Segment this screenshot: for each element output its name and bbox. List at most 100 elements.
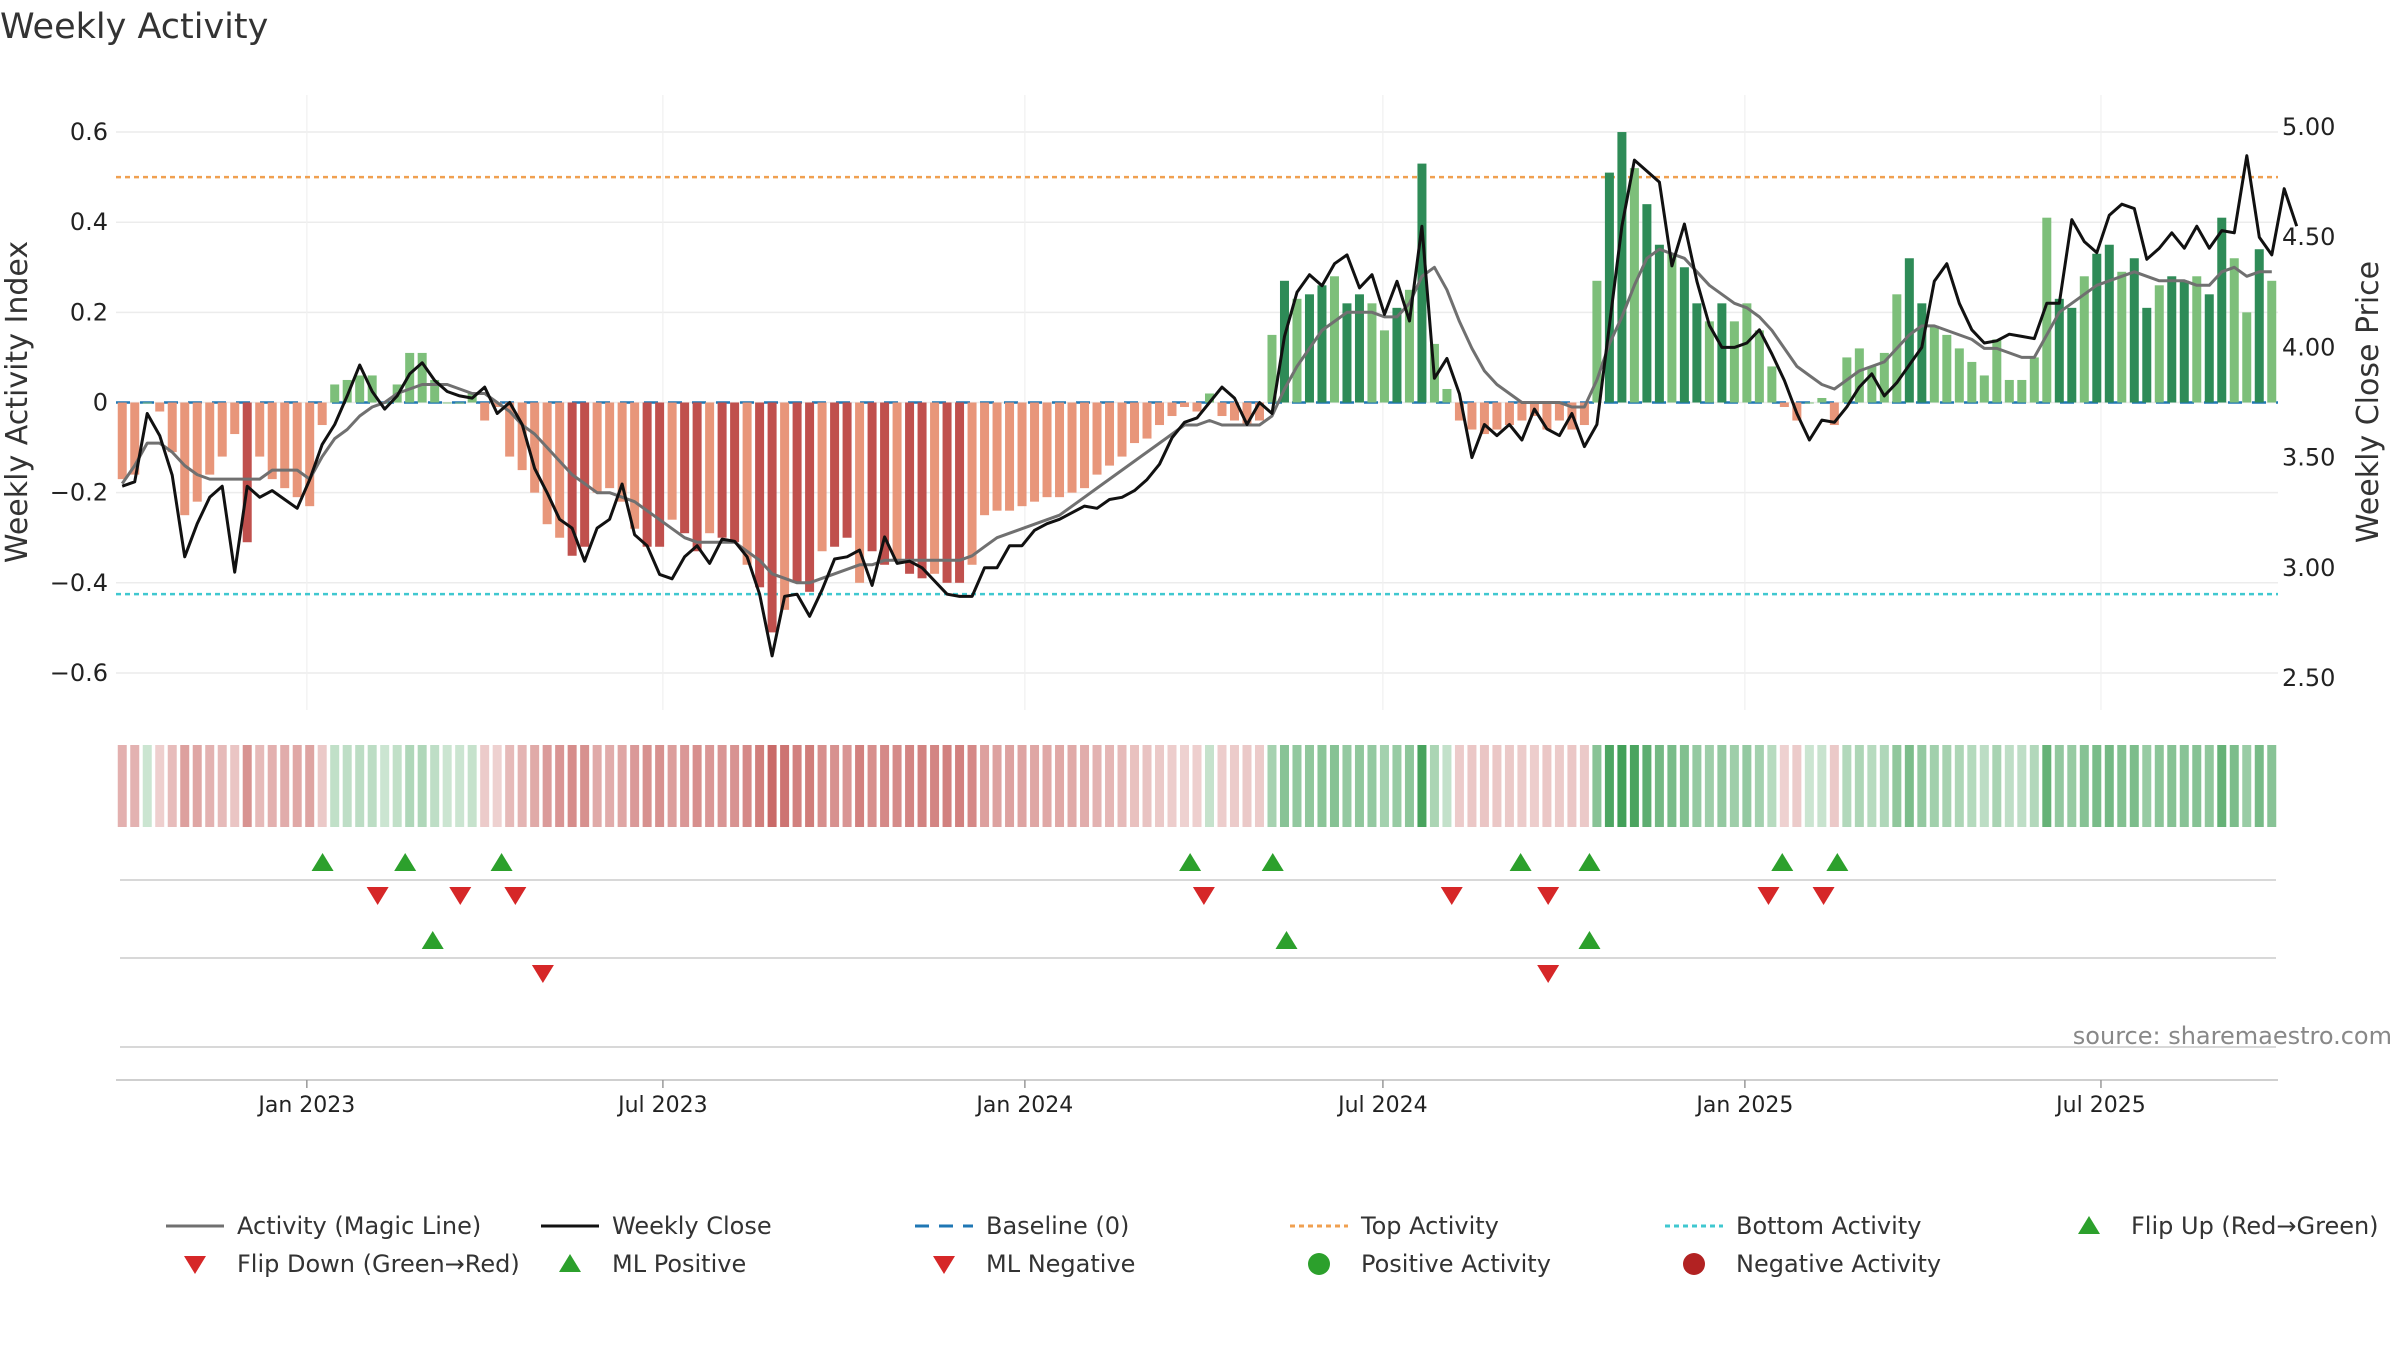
activity-bar [1592, 280, 1602, 403]
heat-cell [530, 745, 540, 827]
heat-cell [517, 745, 527, 827]
activity-bar [2029, 357, 2039, 403]
activity-bar [1692, 303, 1702, 403]
activity-bar [955, 402, 965, 583]
activity-bar [1267, 334, 1277, 403]
activity-bar [492, 402, 502, 408]
activity-bar [655, 402, 665, 547]
heat-cell [1454, 745, 1464, 827]
activity-bar [1105, 402, 1115, 466]
flip-down-marker [1812, 887, 1835, 905]
heat-cell [955, 745, 965, 827]
flip-down-marker [1537, 887, 1560, 905]
heat-cell [2204, 745, 2214, 827]
activity-bar [805, 402, 815, 592]
activity-bar [1904, 258, 1914, 403]
heat-cell [642, 745, 652, 827]
activity-bar [2092, 253, 2102, 403]
heat-cell [2067, 745, 2077, 827]
activity-bar [2217, 217, 2227, 403]
heat-cell [1467, 745, 1477, 827]
legend-item: Weekly Close [541, 1212, 772, 1240]
activity-bar [1679, 267, 1689, 403]
heat-cell [2179, 745, 2189, 827]
activity-bar [842, 402, 852, 538]
y2-tick-label: 3.50 [2282, 444, 2335, 472]
activity-bar [1354, 294, 1364, 403]
legend-label: Weekly Close [612, 1212, 772, 1240]
activity-bar [242, 402, 252, 543]
heat-cell [1304, 745, 1314, 827]
heat-cell [1992, 745, 2002, 827]
heat-cell [705, 745, 715, 827]
heat-cell [1654, 745, 1664, 827]
series-lines [120, 154, 2299, 658]
legend-label: Negative Activity [1736, 1250, 1941, 1278]
ml-positive-marker [1578, 931, 1601, 949]
heat-cell [1704, 745, 1714, 827]
heat-cell [1879, 745, 1889, 827]
activity-bar [605, 402, 615, 489]
activity-bar [155, 402, 165, 412]
y-tick-label: −0.6 [50, 659, 108, 687]
flip-down-marker [504, 887, 527, 905]
heat-cell [267, 745, 277, 827]
legend-label: Bottom Activity [1736, 1212, 1921, 1240]
heat-cell [792, 745, 802, 827]
heat-cell [892, 745, 902, 827]
heat-cell [2117, 745, 2127, 827]
x-tick-label: Jul 2023 [616, 1093, 708, 1118]
activity-bar [1742, 303, 1752, 403]
flip-down-marker [1192, 887, 1215, 905]
heat-cell [1392, 745, 1402, 827]
activity-bar [330, 384, 340, 403]
heat-cell [2054, 745, 2064, 827]
heat-cell [905, 745, 915, 827]
activity-bar [405, 352, 415, 403]
heat-cell [1717, 745, 1727, 827]
heat-cell [492, 745, 502, 827]
legend-item: ML Negative [933, 1250, 1135, 1278]
activity-bar [1779, 402, 1789, 408]
heat-cell [1092, 745, 1102, 827]
y-axis-ticks: 0.6 0.4 0.2 0 −0.2 −0.4 −0.6 [50, 118, 108, 687]
heat-cell [1504, 745, 1514, 827]
y-tick-label: −0.2 [50, 479, 108, 507]
magic-line [120, 247, 2272, 585]
legend-swatch [933, 1256, 955, 1274]
activity-bar [180, 402, 190, 516]
activity-bar [480, 402, 490, 421]
heat-cell [755, 745, 765, 827]
heat-cell [580, 745, 590, 827]
activity-bar [417, 352, 427, 403]
x-tick-label: Jan 2025 [1694, 1093, 1793, 1118]
heat-cell [1692, 745, 1702, 827]
activity-bar [1454, 402, 1464, 421]
activity-bar [1817, 397, 1827, 403]
activity-bar [967, 402, 977, 565]
heat-cell [1942, 745, 1952, 827]
heat-cell [117, 745, 127, 827]
heat-cell [630, 745, 640, 827]
activity-bar [705, 402, 715, 534]
heat-cell [1429, 745, 1439, 827]
activity-bar [1204, 393, 1214, 403]
activity-bar [2129, 258, 2139, 403]
activity-bar [792, 402, 802, 583]
legend-item: Top Activity [1290, 1212, 1499, 1240]
activity-bar [1155, 402, 1165, 426]
heat-cell [730, 745, 740, 827]
activity-bar [1967, 361, 1977, 403]
activity-bar [1055, 402, 1065, 498]
x-tick-label: Jan 2023 [256, 1093, 355, 1118]
heat-cell [767, 745, 777, 827]
activity-bars [117, 132, 2277, 633]
activity-bar [667, 402, 677, 520]
heat-cell [442, 745, 452, 827]
legend-swatch [2078, 1216, 2100, 1234]
flip-up-marker [1771, 853, 1794, 871]
legend-item: Flip Down (Green→Red) [184, 1250, 520, 1278]
legend-label: ML Negative [986, 1250, 1135, 1278]
activity-bar [442, 402, 452, 404]
activity-bar [817, 402, 827, 552]
